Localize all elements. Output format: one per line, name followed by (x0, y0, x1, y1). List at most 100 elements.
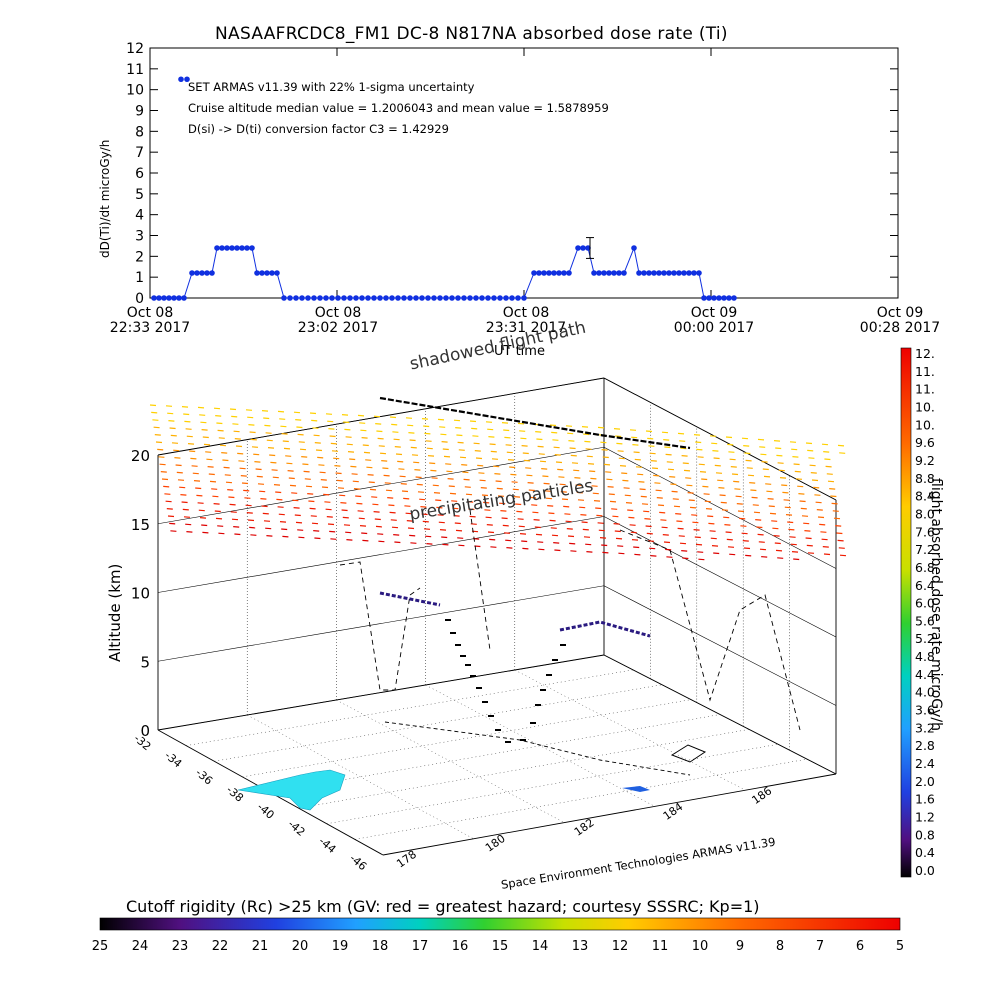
dose-field-mark (278, 507, 284, 508)
dose-field-mark (827, 474, 833, 475)
dose-field-mark (269, 455, 275, 456)
dose-field-mark (212, 496, 218, 497)
dose-point (601, 270, 607, 276)
dose-field-mark (152, 420, 158, 421)
dose-field-mark (333, 458, 339, 459)
dose-field-mark (439, 427, 445, 428)
y-tick-label: 9 (135, 104, 144, 120)
dose-field-mark (337, 480, 343, 481)
dose-field-mark (311, 516, 317, 517)
dose-field-mark (838, 540, 844, 541)
dose-field-mark (346, 437, 352, 438)
dose-field-mark (402, 491, 408, 492)
dose-point (497, 295, 503, 301)
dose-field-mark (665, 549, 671, 550)
dose-point (353, 295, 359, 301)
dose-field-mark (283, 441, 289, 442)
dose-point (443, 295, 449, 301)
dose-field-mark (621, 473, 627, 474)
dose-field-mark (397, 461, 403, 462)
dose-field-mark (230, 409, 236, 410)
dose-field-mark (412, 455, 418, 456)
dose-field-mark (532, 512, 538, 513)
dose-field-mark (726, 532, 732, 533)
dose-point (335, 295, 341, 301)
dose-field-mark (609, 494, 615, 495)
dose-point (671, 270, 677, 276)
dose-field-mark (594, 501, 600, 502)
dose-field-mark (769, 506, 775, 507)
dose-field-mark (668, 469, 674, 470)
dose-field-mark (584, 537, 590, 538)
dose-field-mark (502, 423, 508, 424)
dose-field-mark (828, 481, 834, 482)
ground-track (385, 722, 690, 775)
dose-field-mark (209, 474, 215, 475)
dose-field-mark (166, 501, 172, 502)
dose-field-mark (346, 540, 352, 541)
dose-field-mark (199, 415, 205, 416)
dose-field-mark (788, 529, 794, 530)
right-colorbar-tick: 12. (915, 346, 935, 361)
dose-field-mark (659, 512, 665, 513)
dose-field-mark (221, 453, 227, 454)
dose-field-mark (654, 483, 660, 484)
dose-field-mark (160, 464, 166, 465)
dose-field-mark (268, 448, 274, 449)
dose-field-mark (612, 516, 618, 517)
longitude-tick-label: 182 (572, 816, 597, 839)
dose-field-mark (376, 431, 382, 432)
dose-field-mark (567, 433, 573, 434)
dose-point (156, 295, 162, 301)
dose-field-mark (167, 413, 173, 414)
dose-field-mark (454, 420, 460, 421)
dose-field-mark (777, 558, 783, 559)
dose-field-mark (572, 463, 578, 464)
dose-field-mark (600, 442, 606, 443)
dose-field-mark (604, 464, 610, 465)
dose-field-mark (742, 438, 748, 439)
dose-field-mark (305, 479, 311, 480)
dose-field-mark (552, 440, 558, 441)
altitude-grid (604, 517, 836, 638)
dose-field-mark (362, 540, 368, 541)
dose-field-mark (680, 543, 686, 544)
dose-field-mark (250, 432, 256, 433)
dose-field-mark (554, 447, 560, 448)
dose-point (329, 295, 335, 301)
dose-point (661, 270, 667, 276)
dose-field-mark (310, 508, 316, 509)
dose-field-mark (628, 517, 634, 518)
dose-point (566, 270, 572, 276)
dose-field-mark (748, 475, 754, 476)
dose-field-mark (657, 498, 663, 499)
dose-field-mark (817, 510, 823, 511)
dose-point (449, 295, 455, 301)
bottom-colorbar-tick: 23 (172, 939, 189, 954)
dose-field-mark (835, 526, 841, 527)
dose-field-mark (731, 467, 737, 468)
dose-field-mark (292, 500, 298, 501)
dose-field-mark (564, 514, 570, 515)
dose-field-mark (439, 522, 445, 523)
dose-field-mark (390, 417, 396, 418)
dose-field-mark (518, 423, 524, 424)
dose-field-mark (503, 430, 509, 431)
latitude-tick-label: -32 (131, 732, 153, 754)
dose-field-mark (829, 489, 835, 490)
dose-field-mark (425, 536, 431, 537)
dose-field-mark (724, 525, 730, 526)
dose-field-mark (392, 527, 398, 528)
dose-field-mark (795, 471, 801, 472)
dose-field-mark (457, 538, 463, 539)
dose-field-mark (270, 462, 276, 463)
floor-grid (186, 670, 633, 746)
dose-field-mark (151, 412, 157, 413)
dose-field-mark (455, 523, 461, 524)
bottom-colorbar-tick: 17 (412, 939, 429, 954)
dose-field-mark (294, 508, 300, 509)
dose-field-mark (227, 490, 233, 491)
dose-field-mark (382, 468, 388, 469)
dose-field-mark (304, 471, 310, 472)
dose-field-mark (759, 542, 765, 543)
